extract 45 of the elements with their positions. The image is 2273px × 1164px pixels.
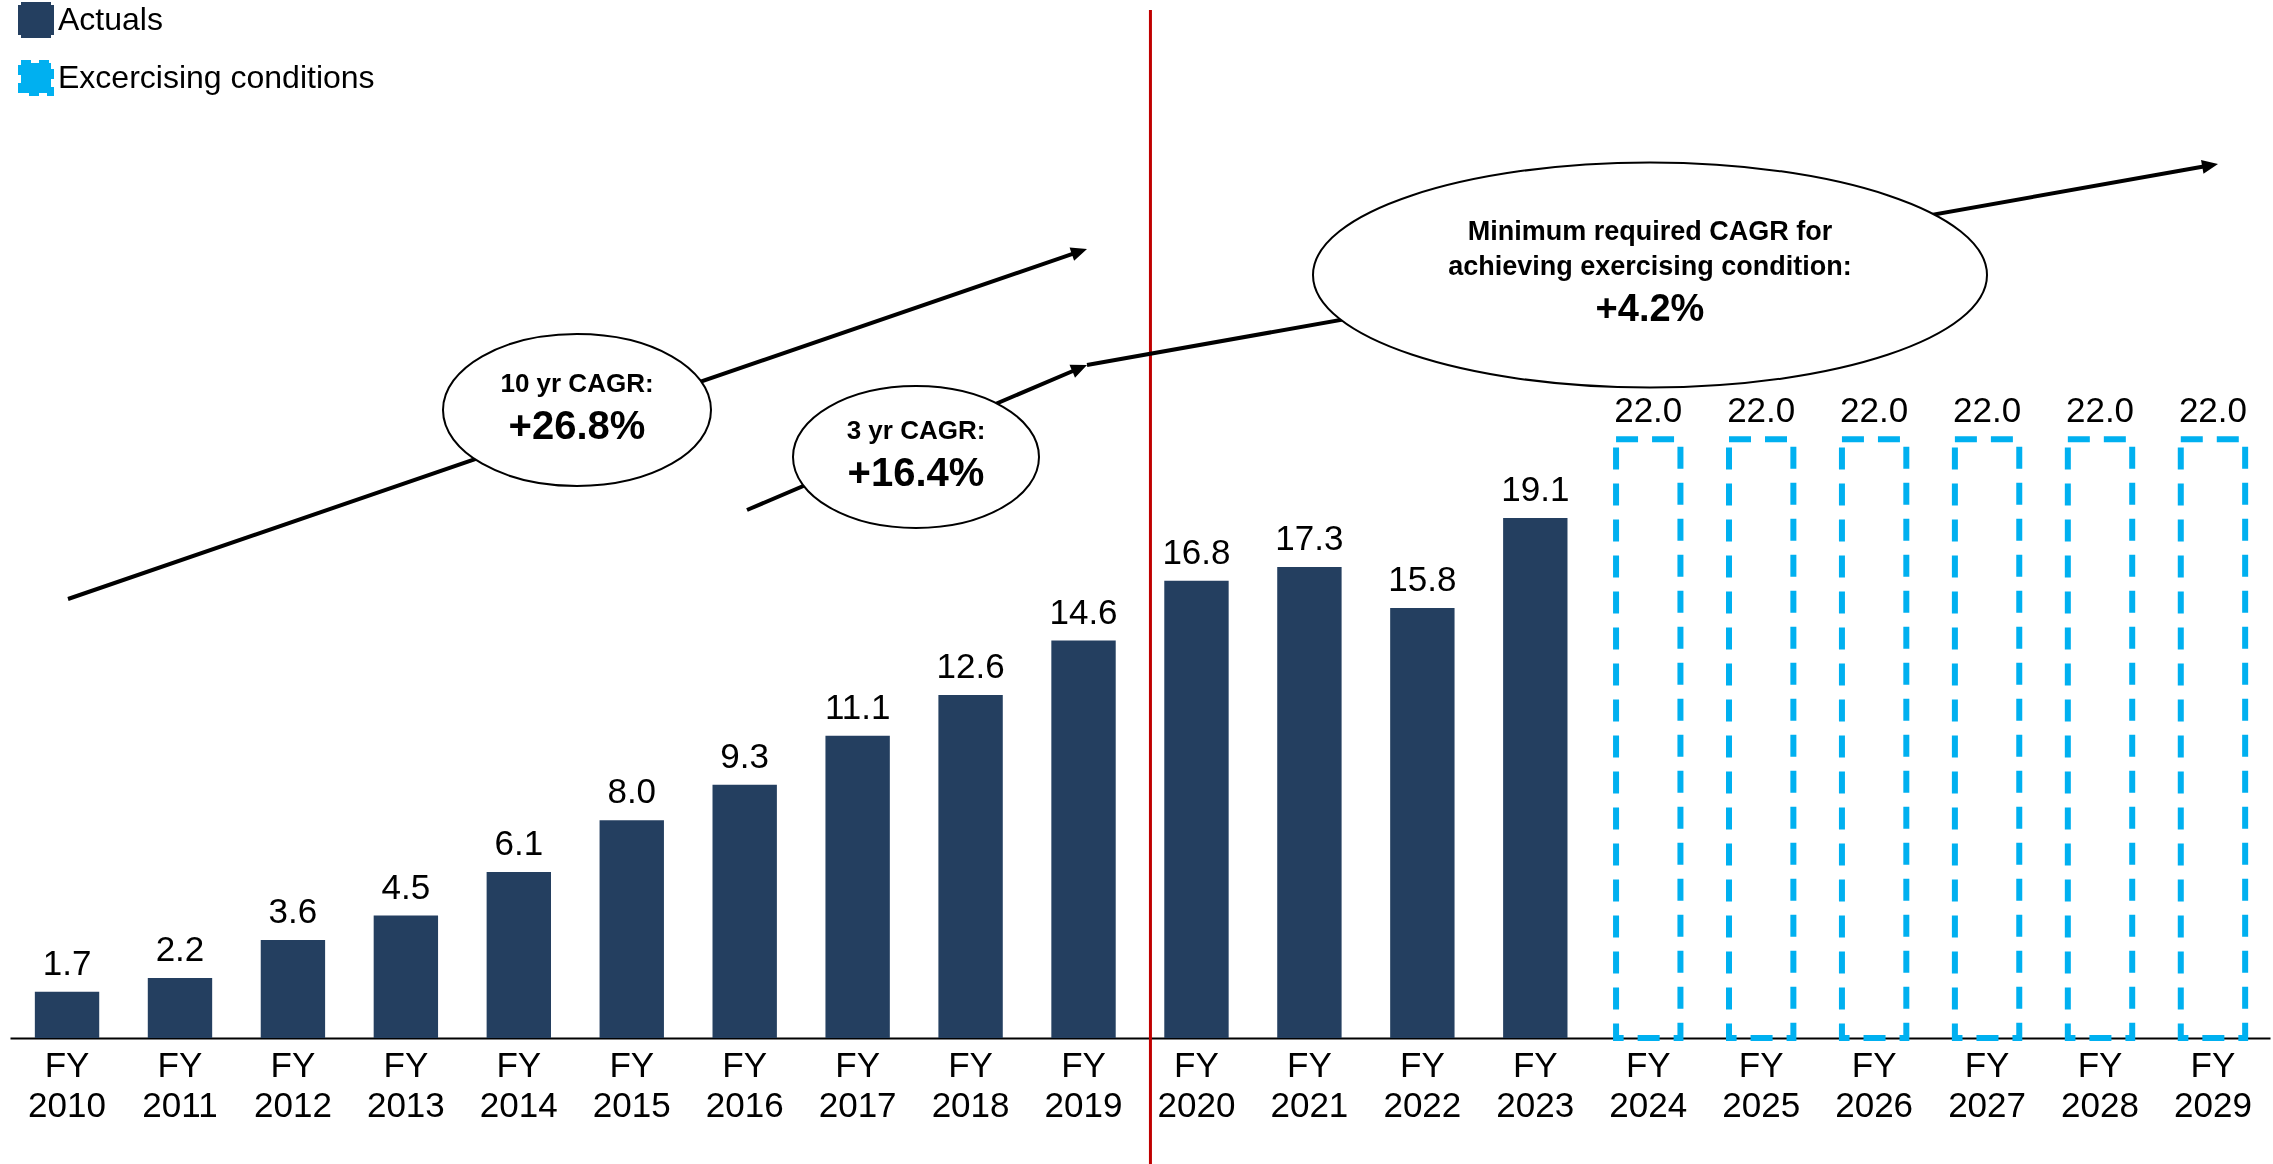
data-label: 14.6: [1049, 591, 1118, 631]
x-tick-label: FY 2022: [1383, 1044, 1462, 1124]
data-label: 8.0: [607, 771, 657, 811]
annotation: 3 yr CAGR: +16.4%: [846, 415, 986, 494]
x-tick-label: FY 2016: [705, 1044, 784, 1124]
x-tick-label: FY 2015: [592, 1044, 671, 1124]
data-label: 4.5: [381, 866, 431, 906]
data-label: 17.3: [1275, 518, 1344, 558]
data-label: 22.0: [2065, 390, 2135, 430]
data-label: 1.7: [42, 942, 92, 982]
data-label: 12.6: [936, 646, 1005, 686]
x-tick-label: FY 2025: [1722, 1044, 1801, 1124]
x-tick-label: FY 2010: [28, 1044, 106, 1124]
data-label: 22.0: [1614, 390, 1683, 430]
data-label: 22.0: [1953, 390, 2022, 430]
data-label: 15.8: [1388, 558, 1457, 598]
legend-label: Excercising conditions: [58, 59, 375, 95]
x-tick-label: FY 2020: [1157, 1044, 1236, 1124]
legend-label: Actuals: [58, 1, 163, 37]
x-tick-label: FY 2013: [366, 1044, 445, 1124]
data-label: 2.2: [155, 929, 205, 969]
x-tick-label: FY 2011: [142, 1044, 218, 1124]
x-tick-label: FY 2021: [1270, 1044, 1349, 1124]
annotation: 10 yr CAGR: +26.8%: [500, 368, 654, 447]
x-tick-label: FY 2017: [818, 1044, 897, 1124]
x-tick-label: FY 2019: [1044, 1044, 1123, 1124]
data-label: 9.3: [720, 735, 770, 775]
x-tick-label: FY 2024: [1609, 1044, 1688, 1124]
x-tick-label: FY 2028: [2061, 1044, 2139, 1124]
data-label: 3.6: [268, 891, 318, 931]
data-label: 6.1: [494, 822, 544, 862]
data-label: 22.0: [1727, 390, 1796, 430]
x-tick-label: FY 2026: [1835, 1044, 1914, 1124]
data-label: 16.8: [1162, 531, 1231, 571]
data-label: 19.1: [1501, 469, 1570, 509]
x-tick-label: FY 2023: [1496, 1044, 1575, 1124]
x-tick-label: FY 2014: [479, 1044, 558, 1124]
x-tick-label: FY 2027: [1948, 1044, 2027, 1124]
x-tick-label: FY 2029: [2174, 1044, 2252, 1124]
x-tick-label: FY 2012: [253, 1044, 332, 1124]
data-label: 11.1: [824, 686, 891, 726]
x-tick-label: FY 2018: [931, 1044, 1010, 1124]
data-label: 22.0: [1840, 390, 1909, 430]
text: Minimum required CAGR for achieving exercising condition: +4.2%: [1448, 216, 1852, 330]
data-label: 22.0: [2178, 390, 2248, 430]
